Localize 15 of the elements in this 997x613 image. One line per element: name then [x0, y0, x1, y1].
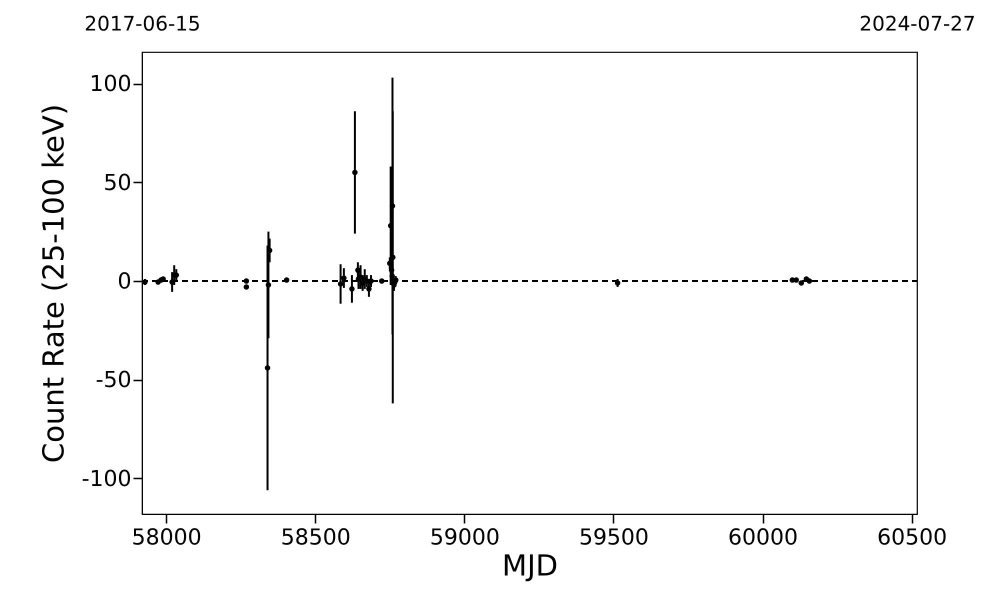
y-tick-label: -50 — [96, 368, 132, 394]
y-axis-title: Count Rate (25-100 keV) — [36, 104, 71, 464]
x-tick-label: 60000 — [728, 526, 798, 550]
x2-tick-label: 2017-06-15 — [84, 12, 201, 36]
x-tick-label: 58500 — [280, 526, 351, 550]
y-tick-label: 50 — [104, 170, 132, 196]
x-tick-label: 59000 — [430, 526, 500, 550]
x2-tick-label: 2024-07-27 — [859, 12, 976, 36]
y-tick-label: -100 — [82, 466, 132, 492]
y-tick-label: 0 — [118, 270, 132, 295]
y-tick-label: 100 — [90, 72, 132, 98]
x-tick-label: 58000 — [132, 526, 202, 550]
x-tick-label: 60500 — [877, 526, 948, 550]
x-tick-label: 59500 — [578, 526, 649, 550]
x-axis-title: MJD — [502, 548, 558, 582]
